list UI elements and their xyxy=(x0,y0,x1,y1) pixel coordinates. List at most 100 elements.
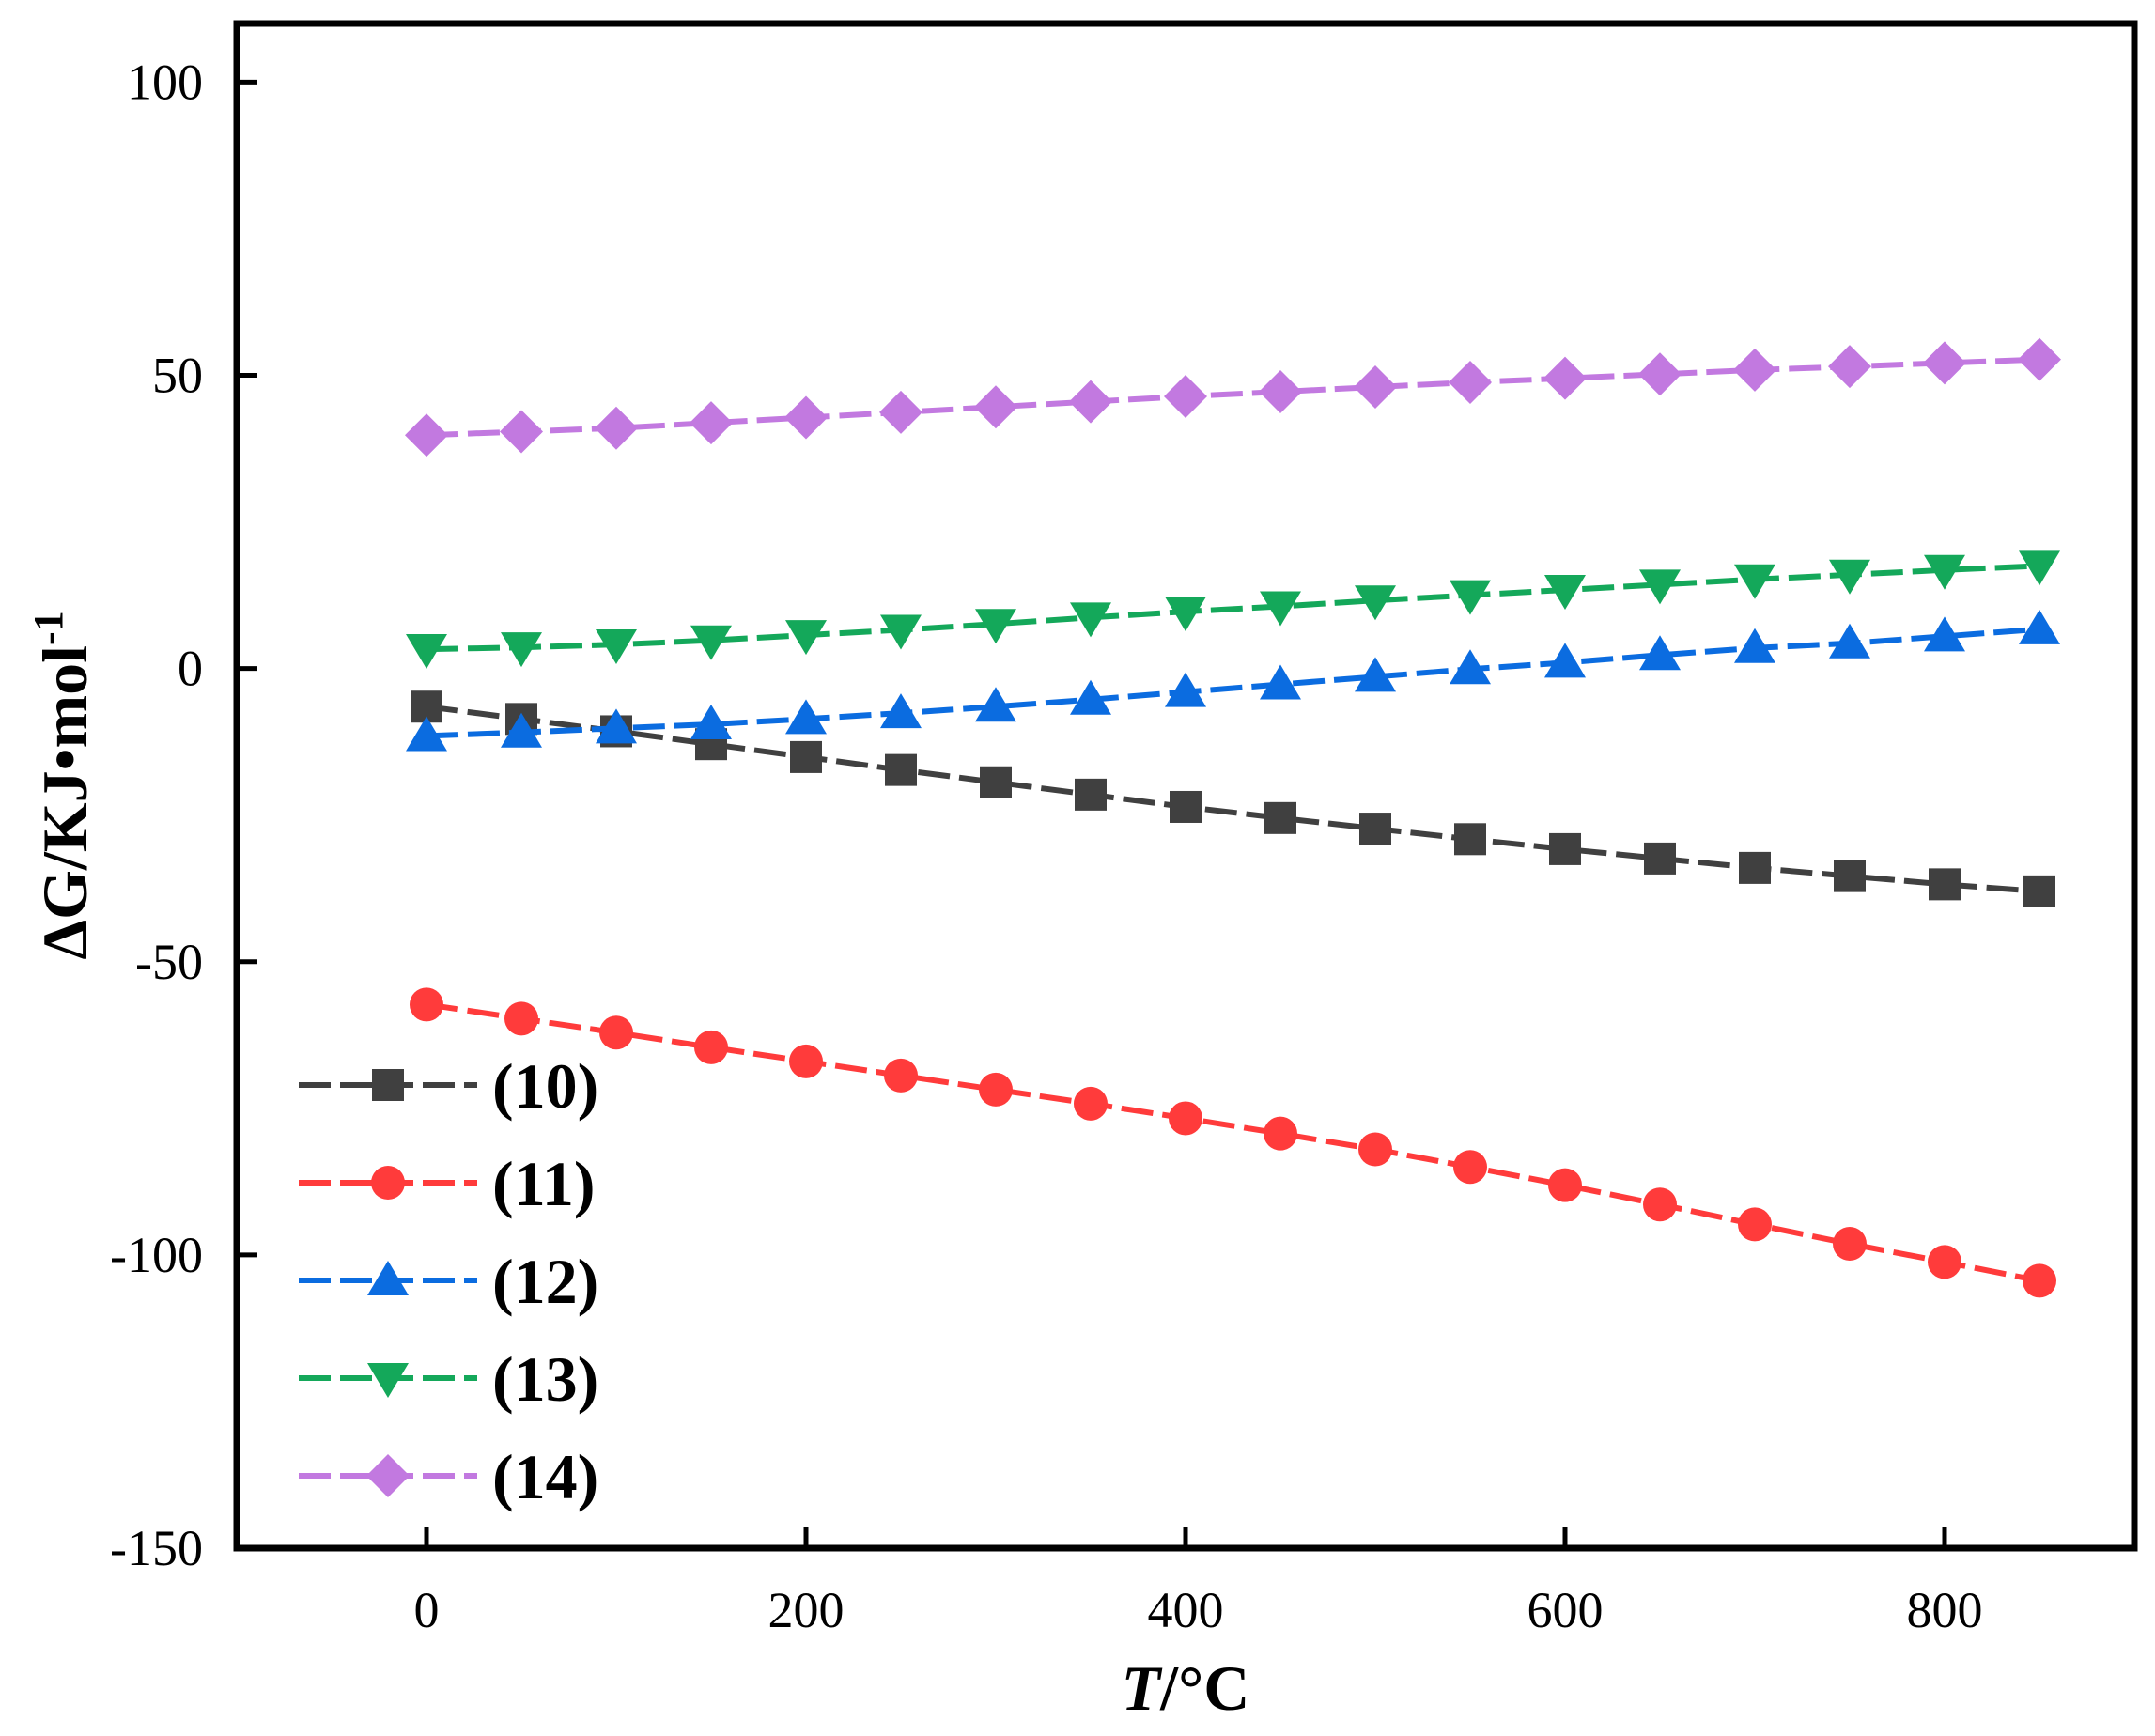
data-point-4-13 xyxy=(1638,352,1682,396)
data-point-3-6 xyxy=(975,609,1016,644)
data-point-2-8 xyxy=(1165,672,1206,707)
data-point-1-12 xyxy=(1548,1168,1582,1202)
data-point-0-6 xyxy=(980,766,1012,798)
y-axis-title-main: ΔG/KJ•mol xyxy=(29,645,101,960)
legend-item-3: (13) xyxy=(299,1343,598,1415)
data-point-1-10 xyxy=(1358,1132,1392,1167)
series-layer xyxy=(405,337,2061,1298)
data-point-4-3 xyxy=(690,401,733,445)
data-point-0-7 xyxy=(1075,778,1107,811)
data-point-0-4 xyxy=(790,740,822,773)
data-point-3-8 xyxy=(1165,597,1206,632)
data-point-4-2 xyxy=(595,406,638,450)
y-tick-label-0: -150 xyxy=(110,1520,203,1576)
data-point-1-8 xyxy=(1169,1101,1202,1136)
legend-marker-0 xyxy=(372,1069,404,1101)
data-point-4-9 xyxy=(1259,370,1302,414)
series-0 xyxy=(411,690,2055,907)
data-point-3-17 xyxy=(2019,550,2060,586)
legend-label-0: (10) xyxy=(492,1050,598,1122)
legend-item-0: (10) xyxy=(299,1050,598,1122)
data-point-3-2 xyxy=(596,629,637,665)
data-point-1-9 xyxy=(1264,1116,1297,1151)
data-point-0-15 xyxy=(1834,860,1866,892)
data-point-4-6 xyxy=(974,385,1017,429)
data-point-0-5 xyxy=(885,753,917,786)
data-point-3-9 xyxy=(1260,591,1301,627)
data-point-2-17 xyxy=(2019,609,2060,644)
series-3 xyxy=(406,550,2060,670)
data-point-4-5 xyxy=(879,390,922,434)
y-axis-title: ΔG/KJ•mol-1 xyxy=(25,611,101,959)
data-point-3-1 xyxy=(501,632,542,668)
data-point-2-1 xyxy=(501,712,542,748)
data-point-1-3 xyxy=(694,1030,728,1064)
legend-item-2: (12) xyxy=(299,1246,598,1317)
data-point-4-11 xyxy=(1449,361,1492,405)
legend: (10) (11) (12) (13) (14) xyxy=(299,1050,598,1512)
data-point-3-13 xyxy=(1639,569,1681,605)
y-tick-label-3: 0 xyxy=(178,641,203,697)
y-tick-label-2: -50 xyxy=(135,934,203,990)
data-point-1-0 xyxy=(410,987,443,1022)
series-line-2 xyxy=(426,626,2040,739)
data-point-2-7 xyxy=(1070,679,1111,715)
data-point-3-10 xyxy=(1355,585,1396,621)
y-tick-label-4: 50 xyxy=(152,348,203,404)
series-4 xyxy=(405,337,2061,457)
data-point-1-5 xyxy=(884,1058,918,1093)
data-point-0-8 xyxy=(1170,790,1202,823)
data-point-4-8 xyxy=(1164,375,1207,419)
data-point-0-16 xyxy=(1929,868,1961,901)
data-point-1-4 xyxy=(789,1044,823,1078)
data-point-2-3 xyxy=(690,704,732,739)
data-point-3-4 xyxy=(785,620,827,656)
data-point-3-0 xyxy=(406,634,447,670)
data-point-4-1 xyxy=(500,410,543,454)
data-point-1-17 xyxy=(2023,1263,2056,1298)
data-point-0-9 xyxy=(1264,801,1296,834)
data-point-0-12 xyxy=(1549,832,1581,865)
x-axis-title-unit: /°C xyxy=(1159,1652,1249,1724)
legend-marker-1 xyxy=(371,1166,405,1200)
data-point-3-11 xyxy=(1450,580,1491,615)
data-point-3-14 xyxy=(1734,564,1775,599)
data-point-2-16 xyxy=(1924,616,1965,652)
legend-item-4: (14) xyxy=(299,1441,598,1512)
data-point-4-14 xyxy=(1733,348,1776,392)
data-point-1-11 xyxy=(1453,1150,1487,1185)
y-axis-title-exponent: -1 xyxy=(25,611,71,645)
legend-label-1: (11) xyxy=(492,1148,596,1219)
data-point-0-11 xyxy=(1454,823,1486,856)
series-2 xyxy=(406,609,2060,752)
data-point-0-17 xyxy=(2023,875,2055,907)
ticks-layer: 0 200 400 600 800 -150 -100 -50 0 50 100 xyxy=(110,54,1982,1638)
data-point-2-15 xyxy=(1829,623,1870,659)
data-point-2-2 xyxy=(596,708,637,744)
data-point-1-16 xyxy=(1928,1245,1961,1279)
data-point-1-7 xyxy=(1074,1086,1108,1121)
data-point-2-4 xyxy=(785,699,827,735)
data-point-4-17 xyxy=(2018,337,2061,381)
x-tick-label-2: 400 xyxy=(1148,1582,1224,1638)
data-point-3-7 xyxy=(1070,602,1111,638)
y-axis-title-group: ΔG/KJ•mol-1 xyxy=(25,611,101,959)
series-line-4 xyxy=(426,356,2040,439)
data-point-4-7 xyxy=(1069,380,1112,424)
x-tick-label-1: 200 xyxy=(768,1582,845,1638)
series-line-3 xyxy=(426,563,2040,653)
x-tick-label-0: 0 xyxy=(414,1582,440,1638)
data-point-4-0 xyxy=(405,413,448,457)
data-point-4-16 xyxy=(1923,341,1966,385)
y-tick-label-5: 100 xyxy=(127,54,203,110)
plot-frame xyxy=(233,20,2138,1552)
data-point-2-13 xyxy=(1639,635,1681,671)
data-point-1-13 xyxy=(1643,1187,1677,1222)
x-tick-label-4: 800 xyxy=(1907,1582,1983,1638)
legend-item-1: (11) xyxy=(299,1148,596,1219)
x-axis-title: T/°C xyxy=(1122,1652,1250,1724)
data-point-2-6 xyxy=(975,687,1016,722)
legend-label-4: (14) xyxy=(492,1441,598,1512)
data-point-1-14 xyxy=(1738,1207,1772,1242)
